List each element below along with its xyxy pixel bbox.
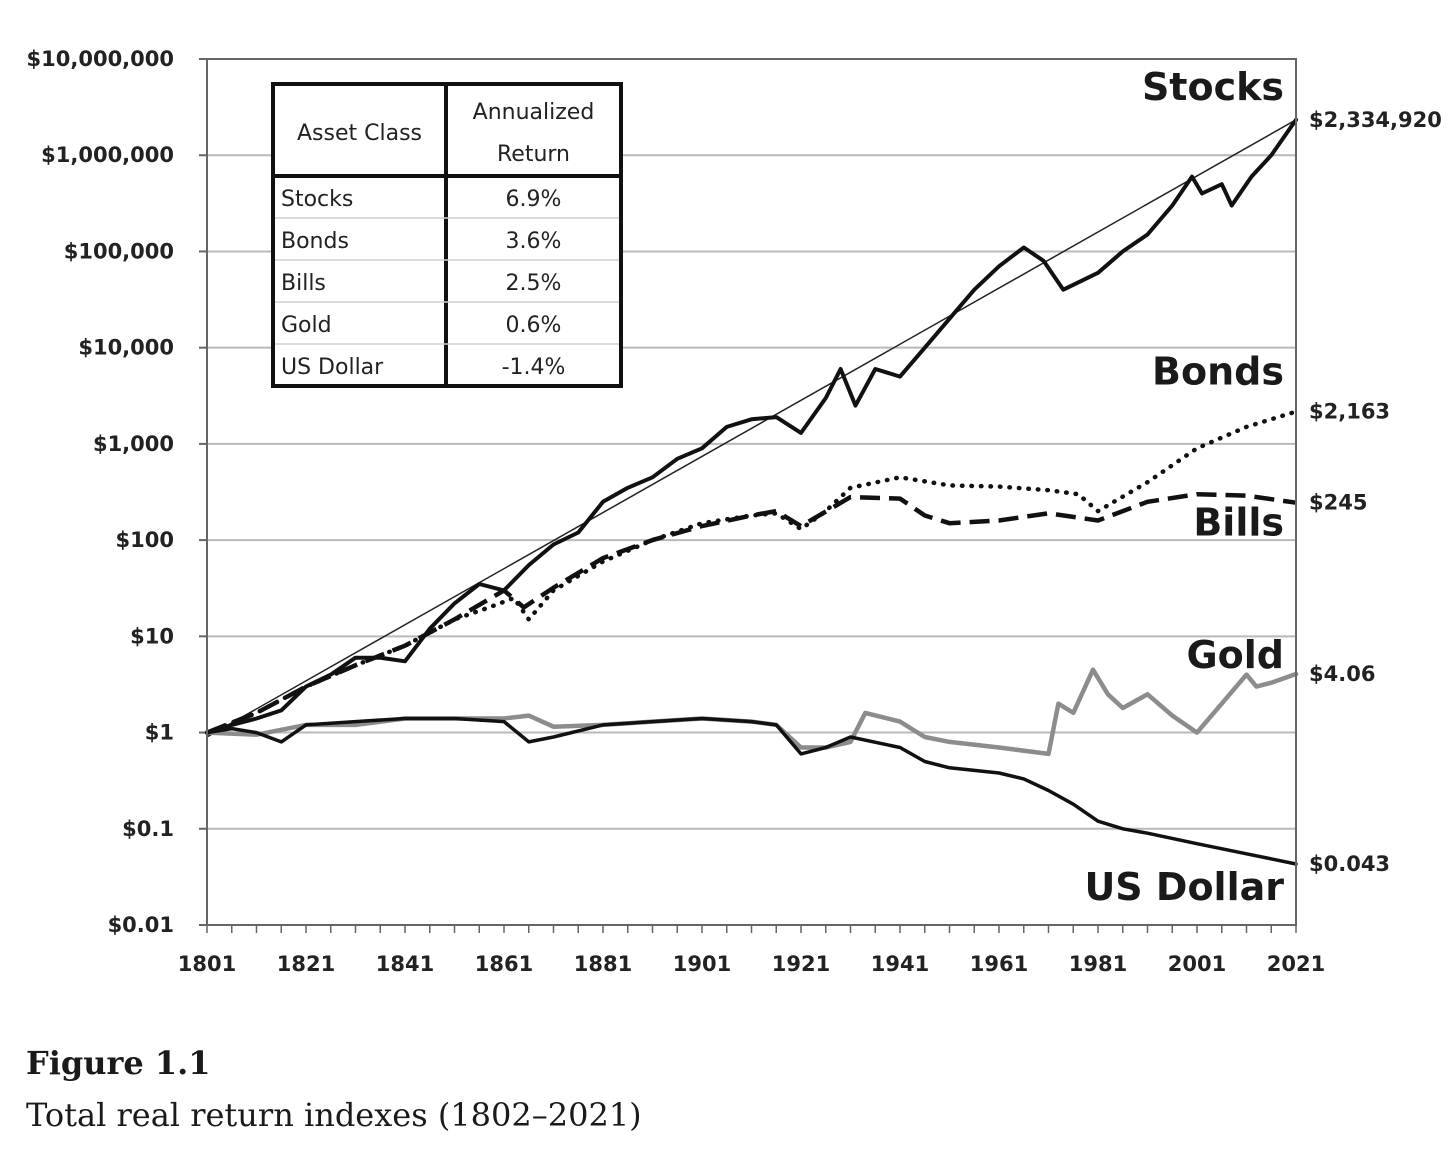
x-axis-ticks: 1801 1821 1841 1861 1881 1901 1921 1941 1961 1981… [178,925,1325,976]
bills-series-label: Bills [1193,501,1284,545]
end-value-labels: $2,334,920 $2,163 $245 $4.06 $0.043 [1309,108,1442,876]
table-cell-asset: US Dollar [281,355,384,380]
x-tick-label: 1821 [277,952,335,976]
x-tick-label: 1861 [475,952,533,976]
bills-end-value: $245 [1309,491,1367,515]
bonds-end-value: $2,163 [1309,400,1390,424]
y-tick-label: $10 [130,624,174,648]
y-tick-label: $0.1 [122,817,174,841]
y-axis-ticks: $10,000,000 $1,000,000 $100,000 $10,000 $1,0… [27,47,207,937]
y-tick-label: $100,000 [64,239,174,263]
stocks-line [205,117,1298,735]
gold-series-label: Gold [1186,633,1284,677]
bonds-line [204,409,1299,735]
table-cell-return: 2.5% [506,271,562,296]
table-cell-asset: Bills [281,271,326,296]
gold-line [204,667,1299,757]
series-name-labels: Stocks Bonds Bills Gold US Dollar [1084,65,1284,909]
x-tick-label: 2021 [1267,952,1325,976]
x-tick-label: 1961 [970,952,1028,976]
x-tick-label: 1841 [376,952,434,976]
y-tick-label: $10,000 [78,336,174,360]
y-tick-label: $1,000 [93,432,174,456]
stocks-trend-line [206,119,1297,738]
table-cell-return: 3.6% [506,229,562,254]
table-header-asset: Asset Class [297,121,422,146]
table-cell-return: 0.6% [506,313,562,338]
x-tick-label: 2001 [1168,952,1226,976]
x-tick-label: 1941 [871,952,929,976]
table-header-return-2: Return [497,142,570,167]
figure-label: Figure 1.1 [26,1044,211,1082]
table-cell-asset: Bonds [281,229,349,254]
bonds-series-label: Bonds [1152,350,1284,394]
table-cell-return: 6.9% [506,187,562,212]
us-dollar-end-value: $0.043 [1309,852,1390,876]
chart: $10,000,000 $1,000,000 $100,000 $10,000 $1,0… [27,47,1442,976]
table-cell-return: -1.4% [502,355,566,380]
us-dollar-line [205,716,1298,866]
table-header-return-1: Annualized [473,100,595,125]
plot-frame [206,58,1297,926]
y-tick-label: $100 [116,528,174,552]
x-tick-label: 1921 [772,952,830,976]
y-tick-label: $1 [145,721,174,745]
y-tick-label: $1,000,000 [41,143,174,167]
x-tick-label: 1801 [178,952,236,976]
figure-caption: Figure 1.1 Total real return indexes (18… [26,1044,642,1134]
returns-table: Asset Class Annualized Return Stocks 6.9% Bon… [271,82,623,388]
x-tick-label: 1901 [673,952,731,976]
figure-caption-text: Total real return indexes (1802–2021) [26,1096,642,1134]
gold-end-value: $4.06 [1309,662,1375,686]
stocks-series-label: Stocks [1142,65,1284,109]
stocks-end-value: $2,334,920 [1309,108,1442,132]
table-cell-asset: Stocks [281,187,353,212]
y-tick-label: $10,000,000 [27,47,174,71]
x-tick-label: 1881 [574,952,632,976]
us-dollar-series-label: US Dollar [1084,865,1284,909]
y-tick-label: $0.01 [108,913,174,937]
series-lines [204,117,1299,866]
bills-line [206,491,1297,735]
table-cell-asset: Gold [281,313,332,338]
x-tick-label: 1981 [1069,952,1127,976]
